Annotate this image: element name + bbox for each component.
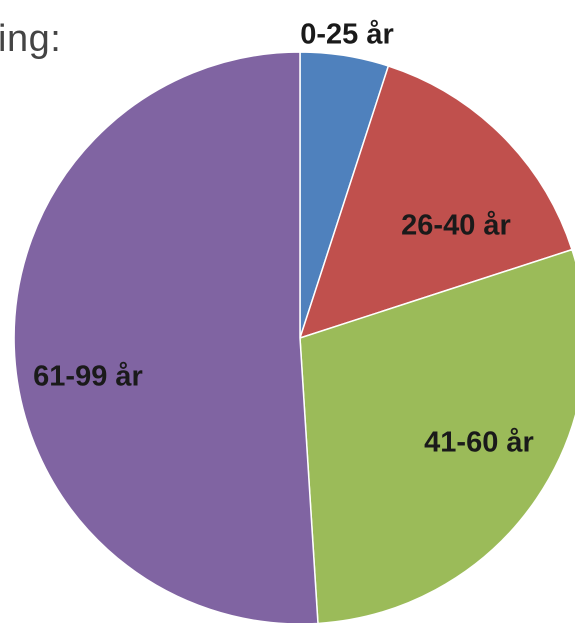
pie-label-0-25: 0-25 år [300, 19, 394, 51]
pie-label-61-99: 61-99 år [33, 361, 143, 393]
pie-slices [13, 51, 575, 623]
chart-title-fragment: ing: [0, 18, 62, 60]
pie-label-41-60: 41-60 år [424, 427, 534, 459]
pie-labels: 0-25 år 26-40 år 41-60 år 61-99 år [33, 19, 534, 459]
pie-slice-61-99 [13, 51, 319, 623]
pie-label-26-40: 26-40 år [401, 210, 511, 242]
pie-slice-26-40 [298, 65, 573, 340]
pie-slice-41-60 [299, 248, 575, 623]
